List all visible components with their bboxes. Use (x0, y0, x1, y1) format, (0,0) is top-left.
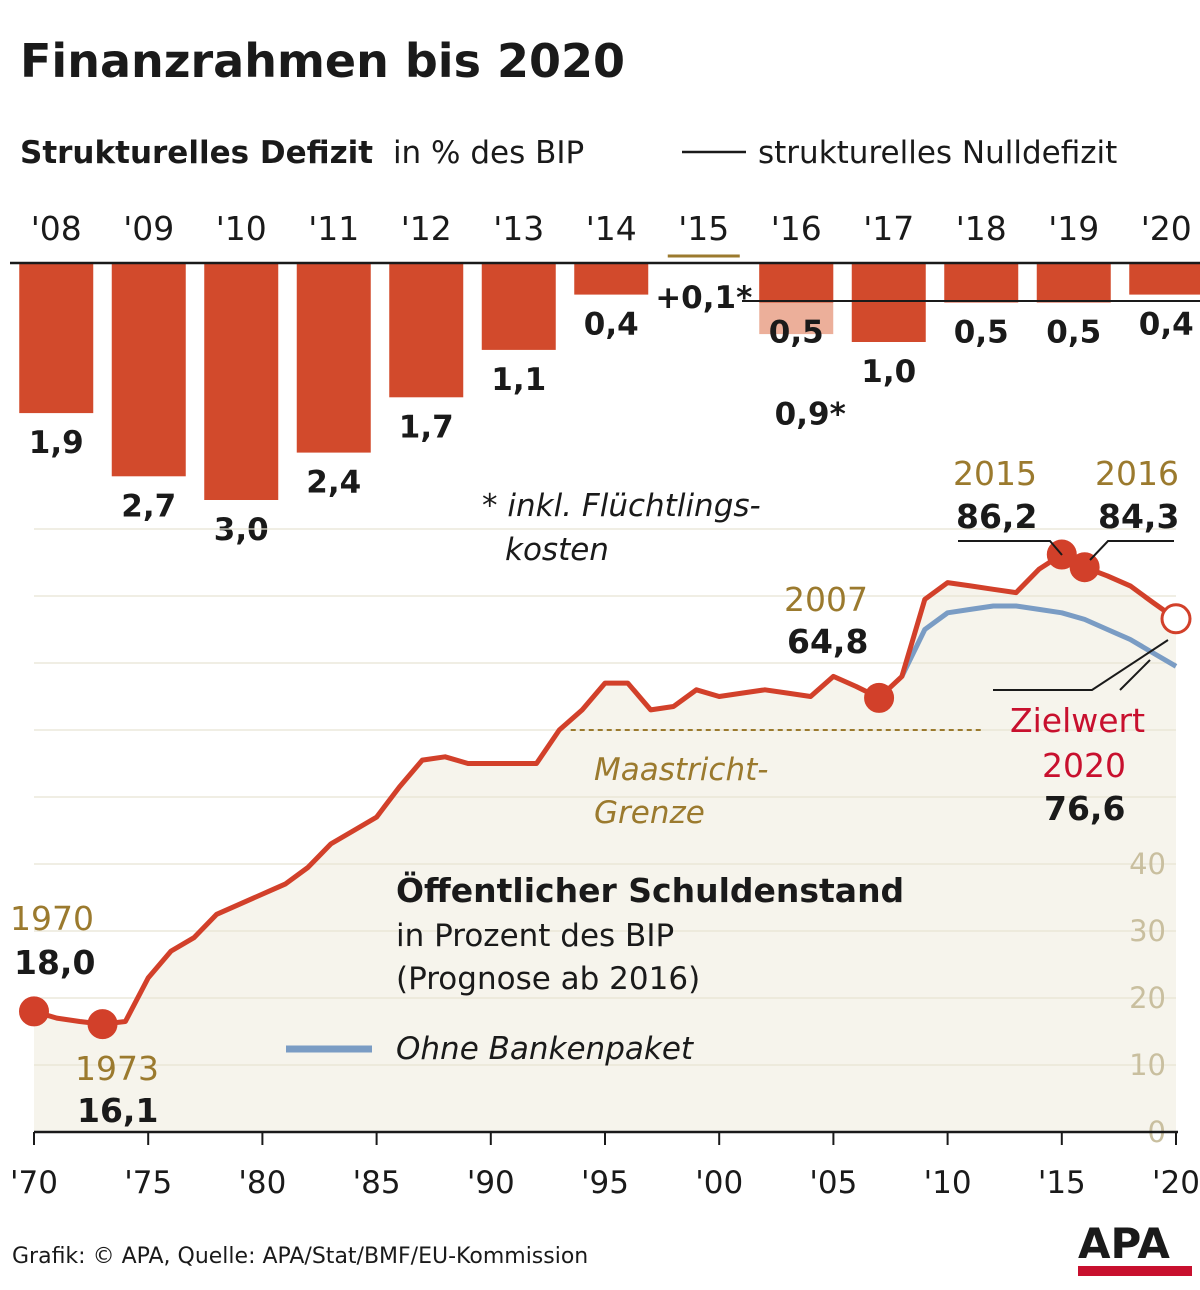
apa-logo: APA (1078, 1219, 1192, 1276)
deficit-bar-extra-label: 0,9* (775, 397, 846, 433)
x-tick-label: '05 (809, 1165, 857, 1201)
year-tick-label: '17 (863, 209, 914, 248)
x-tick-label: '00 (695, 1165, 743, 1201)
deficit-bar (1129, 263, 1200, 295)
deficit-bar-label: 1,7 (399, 409, 454, 445)
y-tick-label: 30 (1129, 914, 1166, 948)
debt-legend-title: Öffentlicher Schuldenstand (396, 870, 904, 910)
footnote-line2: kosten (505, 532, 609, 568)
year-tick-label: '19 (1048, 209, 1099, 248)
annotation-1973-value: 16,1 (77, 1091, 158, 1130)
annotation-2007-value: 64,8 (787, 622, 868, 661)
deficit-bar-label: 1,9 (29, 425, 84, 461)
maastricht-label-line2: Grenze (594, 795, 705, 831)
annotation-2016-leader (1089, 540, 1174, 561)
year-tick-label: '09 (123, 209, 174, 248)
annotation-2015-value: 86,2 (956, 497, 1037, 536)
deficit-subtitle: Strukturelles Defizit in % des BIP (20, 135, 584, 171)
annotation-2015-leader (958, 540, 1063, 556)
year-tick-label: '20 (1141, 209, 1192, 248)
deficit-bar-label: 3,0 (214, 512, 269, 548)
year-tick-label: '11 (308, 209, 359, 248)
annotation-2016-value: 84,3 (1098, 497, 1179, 536)
no-bank-legend-label: Ohne Bankenpaket (396, 1031, 695, 1067)
y-tick-label: 10 (1129, 1048, 1166, 1082)
deficit-bar (111, 263, 186, 477)
x-tick-label: '80 (238, 1165, 286, 1201)
y-tick-label: 20 (1129, 981, 1166, 1015)
year-tick-label: '12 (401, 209, 452, 248)
annotation-marker (1160, 603, 1192, 635)
annotation-1970-value: 18,0 (14, 943, 95, 982)
annotation-2020-label2: 2020 (1042, 746, 1126, 785)
maastricht-label-line1: Maastricht- (594, 752, 768, 788)
deficit-bar (389, 263, 464, 398)
annotation-2020-value: 76,6 (1044, 789, 1125, 828)
annotation-1973-year: 1973 (75, 1049, 159, 1088)
debt-legend-line2: in Prozent des BIP (396, 918, 674, 954)
deficit-bar-label: 0,5 (769, 315, 824, 351)
chart-title: Finanzrahmen bis 2020 (20, 34, 625, 88)
deficit-bar-label: 0,4 (584, 307, 639, 343)
debt-legend-line3: (Prognose ab 2016) (396, 961, 700, 997)
x-tick-label: '90 (467, 1165, 515, 1201)
no-bank-series-line (899, 603, 1178, 678)
x-tick-label: '20 (1152, 1165, 1200, 1201)
deficit-bar-label: 1,1 (491, 362, 546, 398)
year-tick-label: '15 (678, 209, 729, 248)
annotation-1970-year: 1970 (10, 899, 94, 938)
null-deficit-legend-label: strukturelles Nulldefizit (758, 135, 1117, 171)
year-tick-label: '08 (31, 209, 82, 248)
source-text: Grafik: © APA, Quelle: APA/Stat/BMF/EU-K… (12, 1244, 588, 1269)
deficit-bar (574, 263, 649, 295)
deficit-bar-label: +0,1* (655, 280, 752, 316)
deficit-bar-label: 2,7 (121, 488, 176, 524)
annotation-marker (87, 1009, 118, 1040)
year-tick-label: '18 (956, 209, 1007, 248)
annotation-2007-year: 2007 (784, 580, 868, 619)
deficit-bar-label: 0,5 (954, 315, 1009, 351)
apa-logo-bar (1078, 1266, 1192, 1276)
deficit-bar (759, 263, 834, 303)
footnote-line1: * inkl. Flüchtlings- (482, 488, 761, 524)
x-tick-label: '75 (124, 1165, 172, 1201)
deficit-subtitle-rest: in % des BIP (393, 135, 584, 171)
annotation-2016-year: 2016 (1095, 454, 1179, 493)
x-tick-label: '10 (924, 1165, 972, 1201)
x-tick-label: '15 (1038, 1165, 1086, 1201)
deficit-subtitle-bold: Strukturelles Defizit (20, 135, 373, 171)
deficit-bar (1036, 263, 1111, 303)
annotation-2015-year: 2015 (953, 454, 1037, 493)
debt-series-line (33, 552, 1178, 1027)
deficit-bar-label: 2,4 (306, 465, 361, 501)
deficit-bar-chart: '08 '09 '10 '11 '12 '13 '14 '15 '16 '17 '18 '19 '20 1… (10, 209, 1200, 548)
apa-logo-text: APA (1078, 1219, 1170, 1268)
year-tick-label: '16 (771, 209, 822, 248)
x-tick-label: '70 (10, 1165, 58, 1201)
deficit-bar (19, 263, 94, 414)
x-tick-label: '85 (353, 1165, 401, 1201)
year-tick-label: '13 (493, 209, 544, 248)
deficit-bar (296, 263, 371, 453)
deficit-bar (851, 263, 926, 342)
annotation-2020-label1: Zielwert (1010, 701, 1145, 740)
deficit-bar-label: 0,4 (1139, 307, 1194, 343)
deficit-bar-label: 1,0 (861, 354, 916, 390)
x-tick-label: '95 (581, 1165, 629, 1201)
year-tick-label: '14 (586, 209, 637, 248)
year-tick-label: '10 (216, 209, 267, 248)
y-tick-label: 40 (1129, 847, 1166, 881)
annotation-marker (864, 682, 895, 713)
annotation-2020-leader-1 (993, 639, 1169, 691)
deficit-bar (944, 263, 1019, 303)
annotation-2020-leader-2 (1119, 659, 1151, 691)
deficit-bar-label: 0,5 (1046, 315, 1101, 351)
deficit-bar (204, 263, 279, 500)
annotation-marker (19, 996, 49, 1027)
deficit-bar (481, 263, 556, 350)
annotation-marker (1069, 552, 1100, 583)
